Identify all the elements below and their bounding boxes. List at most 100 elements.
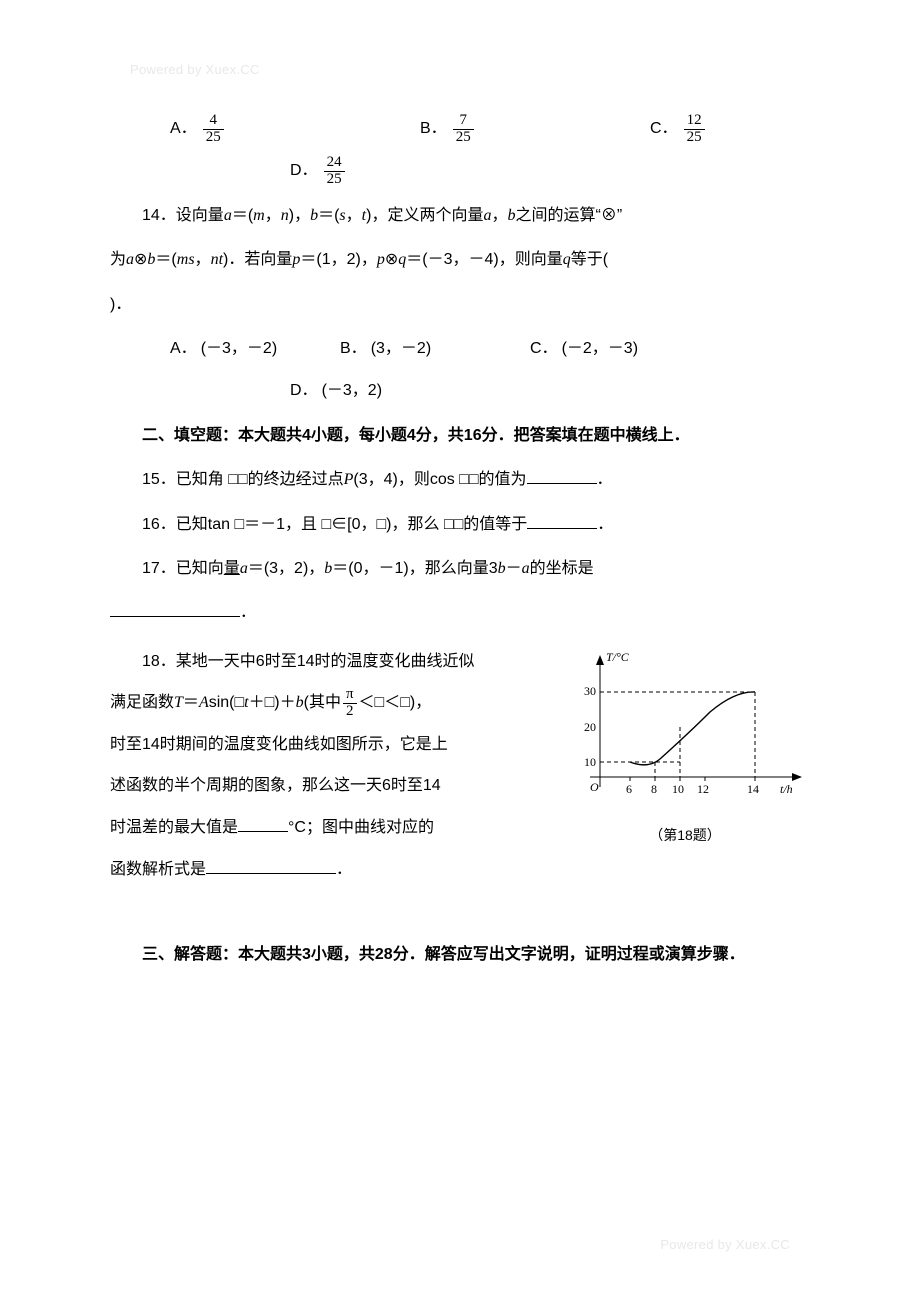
q14-options-row1: A．(－3，－2) B．(3，－2) C．(－2，－3) xyxy=(170,330,810,368)
fraction-den: 25 xyxy=(684,129,705,146)
option-text: (3，－2) xyxy=(371,330,431,368)
fill-blank xyxy=(527,468,597,484)
text: (其中 xyxy=(304,694,341,711)
option-label: D． xyxy=(290,372,318,410)
q13-option-b: B． 7 25 xyxy=(420,110,650,148)
q18-l1: 18．某地一天中6时至14时的温度变化曲线近似 xyxy=(110,641,552,683)
text: 17．已知向 xyxy=(142,560,224,577)
option-text: (－2，－3) xyxy=(562,330,638,368)
q16: 16．已知tan □＝－1，且 □∈[0，□)，那么 □□的值等于 ． xyxy=(110,506,810,544)
text: ＝(0，－1)，那么向量3 xyxy=(332,560,497,577)
var-a: a xyxy=(126,251,134,268)
var-p: p xyxy=(377,251,385,268)
var-b: b xyxy=(498,560,506,577)
figure-caption: （第18题） xyxy=(560,819,810,853)
q18-figure: 30 20 10 xyxy=(560,647,810,853)
text: )．若向量 xyxy=(223,251,292,268)
text: 之间的运算“⊗” xyxy=(515,207,622,224)
q18-l2: 满足函数T＝Asin(□t＋□)＋b(其中π2＜□＜□)， xyxy=(110,682,552,724)
q13-options-row1: A． 4 25 B． 7 25 C． 12 25 xyxy=(170,110,810,148)
text: ． xyxy=(597,516,613,533)
fraction-pi2: π2 xyxy=(343,687,357,720)
xtick-12: 12 xyxy=(697,782,709,796)
q15: 15．已知角 □□的终边经过点P(3，4)，则cos □□的值为． xyxy=(110,461,810,499)
fraction: 24 25 xyxy=(324,155,345,188)
q14-line3: )． xyxy=(110,286,810,324)
fraction: 4 25 xyxy=(203,113,224,146)
text: ． xyxy=(240,604,256,621)
fill-blank xyxy=(527,513,597,529)
x-axis-label: t/h xyxy=(780,782,793,796)
fraction: 7 25 xyxy=(453,113,474,146)
spacer xyxy=(110,890,810,930)
fraction-num: 24 xyxy=(324,155,345,171)
document-body: A． 4 25 B． 7 25 C． 12 25 xyxy=(110,110,810,975)
text: sin(□ xyxy=(209,694,244,711)
text: ＝(1，2)， xyxy=(300,251,376,268)
fraction-num: 12 xyxy=(684,113,705,129)
text-underline: 量 xyxy=(224,560,240,577)
var-a: a xyxy=(224,207,232,224)
xtick-8: 8 xyxy=(651,782,657,796)
text: ＝( xyxy=(155,251,176,268)
q14-line2: 为a⊗b＝(ms，nt)．若向量p＝(1，2)，p⊗q＝(－3，－4)，则向量q… xyxy=(110,241,810,279)
text: ， xyxy=(491,207,507,224)
otimes: ⊗ xyxy=(385,251,398,268)
watermark-bottom: Powered by Xuex.CC xyxy=(660,1237,790,1252)
text: 为 xyxy=(110,251,126,268)
q14-options-row2: D．(－3，2) xyxy=(290,372,810,410)
q14-option-c: C．(－2，－3) xyxy=(530,330,690,368)
var-n: n xyxy=(281,207,289,224)
q17-line1: 17．已知向量a＝(3，2)，b＝(0，－1)，那么向量3b－a的坐标是 xyxy=(110,550,810,588)
xtick-6: 6 xyxy=(626,782,632,796)
var-a: a xyxy=(240,560,248,577)
q18-chart-svg: 30 20 10 xyxy=(560,647,810,817)
var-q: q xyxy=(563,251,571,268)
option-label: A． xyxy=(170,110,197,148)
text: ， xyxy=(265,207,281,224)
option-text: (－3，－2) xyxy=(201,330,277,368)
text: (3，4)，则cos □□的值为 xyxy=(353,471,526,488)
ytick-30: 30 xyxy=(584,684,596,698)
watermark-top: Powered by Xuex.CC xyxy=(130,62,260,77)
option-label: C． xyxy=(530,330,558,368)
fraction-num: π xyxy=(343,687,357,703)
text: 的坐标是 xyxy=(530,560,594,577)
text: 函数解析式是 xyxy=(110,861,206,878)
q18-text: 18．某地一天中6时至14时的温度变化曲线近似 满足函数T＝Asin(□t＋□)… xyxy=(110,641,560,891)
text: 等于( xyxy=(571,251,608,268)
q18-l6: 函数解析式是 ． xyxy=(110,849,552,891)
text: ． xyxy=(336,861,352,878)
var-b: b xyxy=(296,694,304,711)
xtick-10: 10 xyxy=(672,782,684,796)
fill-blank xyxy=(238,816,288,832)
var-t-cap: T xyxy=(174,694,183,711)
text: 16．已知tan □＝－1，且 □∈[0，□)，那么 □□的值等于 xyxy=(142,516,527,533)
text: 满足函数 xyxy=(110,694,174,711)
text: ＝( xyxy=(232,207,253,224)
var-a: a xyxy=(522,560,530,577)
xtick-14: 14 xyxy=(747,782,759,796)
var-ms: ms xyxy=(177,251,195,268)
text: °C；图中曲线对应的 xyxy=(288,819,434,836)
fraction-den: 25 xyxy=(453,129,474,146)
text: ＋□)＋ xyxy=(249,694,296,711)
text: ＝( xyxy=(318,207,339,224)
option-label: D． xyxy=(290,152,318,190)
text: ＝(－3，－4)，则向量 xyxy=(406,251,562,268)
var-nt: nt xyxy=(211,251,223,268)
q17-line2: ． xyxy=(110,594,810,632)
option-label: B． xyxy=(340,330,367,368)
text: ＝(3，2)， xyxy=(248,560,324,577)
text: 14．设向量 xyxy=(142,207,224,224)
fraction-num: 7 xyxy=(453,113,474,129)
fraction-den: 2 xyxy=(343,703,357,720)
section2-heading: 二、填空题：本大题共4小题，每小题4分，共16分．把答案填在题中横线上． xyxy=(110,417,810,455)
fill-blank xyxy=(110,601,240,617)
q14-option-b: B．(3，－2) xyxy=(340,330,530,368)
fraction-den: 25 xyxy=(324,171,345,188)
var-b: b xyxy=(310,207,318,224)
var-p: P xyxy=(344,471,354,488)
text: )， xyxy=(289,207,310,224)
fraction: 12 25 xyxy=(684,113,705,146)
